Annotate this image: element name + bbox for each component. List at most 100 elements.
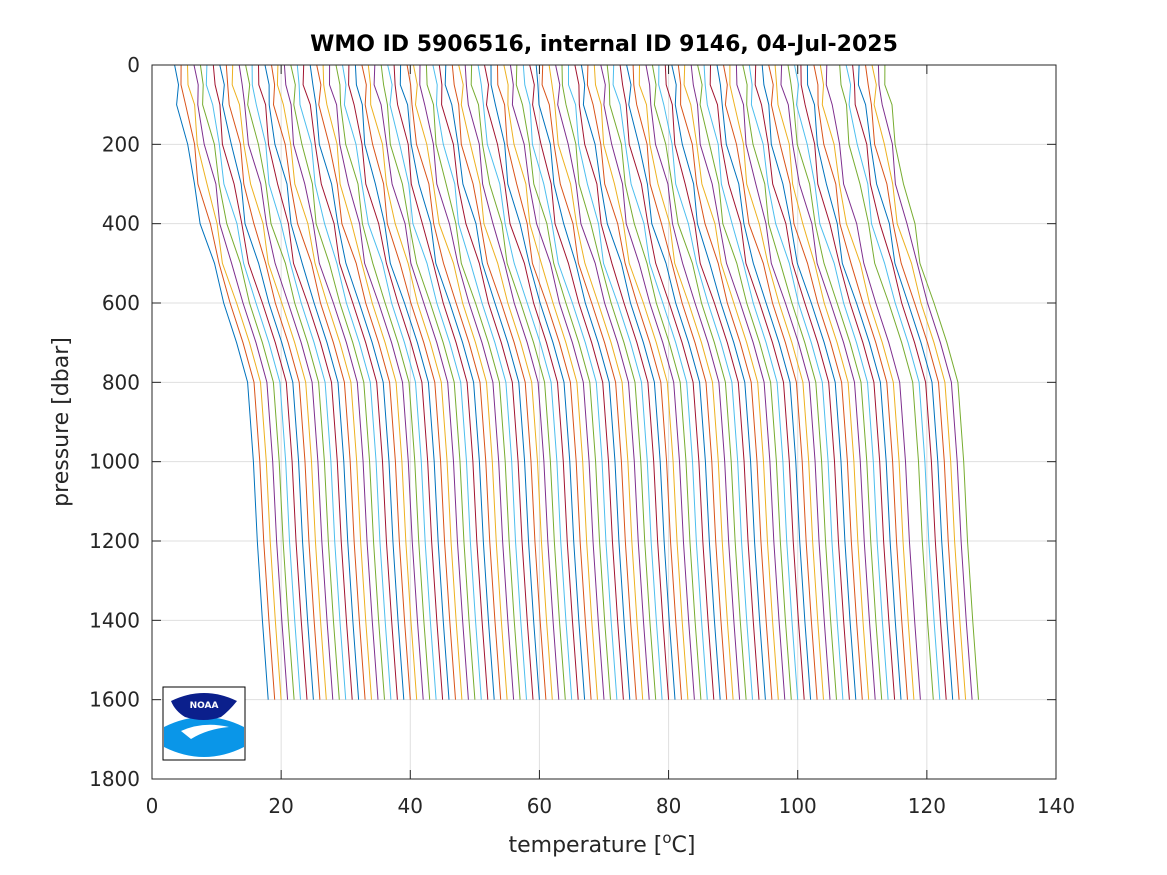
y-tick-label: 1800 — [89, 767, 140, 791]
y-tick-label: 1200 — [89, 529, 140, 553]
profile-line — [413, 64, 508, 700]
profile-line — [645, 64, 741, 700]
profile-line — [205, 64, 301, 700]
profile-line — [780, 64, 876, 700]
profile-lines — [174, 64, 979, 700]
profile-line — [857, 64, 954, 700]
profile-line — [425, 64, 521, 700]
profile-line — [568, 65, 663, 700]
profile-line — [794, 64, 889, 700]
profile-line — [606, 64, 702, 700]
profile-line — [199, 64, 295, 700]
logo-text: NOAA — [190, 701, 219, 711]
profile-line — [541, 64, 637, 700]
profile-line — [470, 64, 566, 700]
profile-line — [276, 64, 372, 700]
profile-line — [309, 64, 405, 700]
x-axis-label-text: temperature [ — [508, 833, 662, 858]
x-tick-label: 120 — [908, 794, 946, 818]
profile-line — [490, 64, 586, 700]
profile-line — [703, 64, 799, 700]
profile-line — [671, 64, 766, 700]
profile-line — [626, 64, 721, 700]
x-tick-label: 20 — [268, 794, 293, 818]
profile-line — [193, 64, 289, 700]
profile-line — [586, 64, 682, 700]
profile-line — [800, 64, 896, 700]
profile-line — [367, 64, 463, 700]
profile-line — [529, 64, 624, 700]
profile-line — [380, 64, 476, 700]
profile-line — [825, 64, 921, 700]
profile-line — [697, 64, 792, 700]
profile-line — [690, 64, 786, 700]
y-tick-label: 1000 — [89, 450, 140, 474]
x-tick-label: 140 — [1037, 794, 1075, 818]
profile-line — [302, 64, 398, 700]
profile-line — [451, 64, 547, 700]
profile-line — [522, 64, 618, 700]
profile-line — [845, 64, 941, 700]
profile-line — [742, 64, 837, 700]
profile-line — [264, 64, 360, 700]
profile-line — [231, 64, 327, 700]
y-tick-label: 0 — [127, 53, 140, 77]
chart-title: WMO ID 5906516, internal ID 9146, 04-Jul… — [310, 32, 898, 57]
profile-line — [723, 64, 818, 700]
plot-frame — [151, 64, 1057, 780]
profile-line — [432, 64, 527, 700]
profile-line — [787, 64, 883, 700]
axis-ticks: 0 20 40 60 80 100 120 1400200400600800100012001… — [89, 53, 1075, 818]
profile-line — [813, 64, 908, 700]
profile-line — [464, 64, 560, 700]
x-axis-label: temperature [oC] — [508, 829, 695, 858]
profile-line — [877, 64, 973, 700]
profile-line — [497, 64, 592, 700]
logo-upper-dome — [171, 693, 237, 720]
profile-line — [651, 64, 747, 700]
profile-line — [735, 64, 831, 700]
profile-line — [399, 64, 495, 700]
y-tick-label: 400 — [102, 212, 140, 236]
profile-line — [555, 64, 650, 700]
profile-line — [548, 64, 644, 700]
profile-line — [187, 64, 282, 700]
noaa-logo: NOAA — [162, 686, 246, 761]
profile-line — [503, 64, 598, 700]
profile-line — [664, 64, 760, 700]
profile-line — [458, 64, 553, 700]
profile-line — [354, 64, 450, 700]
profile-line — [709, 64, 805, 700]
x-axis-label-unit: C] — [672, 833, 696, 858]
profile-line — [658, 64, 753, 700]
profile-line — [600, 64, 695, 700]
profile-line — [283, 64, 379, 700]
x-axis-label-degree: o — [662, 829, 671, 847]
profile-line — [761, 64, 857, 700]
profile-line — [852, 64, 947, 700]
profile-line — [174, 64, 269, 700]
profile-line — [342, 64, 437, 700]
profile-line — [258, 64, 353, 700]
y-tick-label: 1600 — [89, 688, 140, 712]
x-tick-label: 40 — [398, 794, 423, 818]
profile-line — [748, 64, 844, 700]
profile-line — [387, 64, 482, 700]
y-tick-label: 800 — [102, 370, 140, 394]
x-tick-label: 60 — [527, 794, 552, 818]
profile-line — [271, 64, 366, 700]
profile-line — [677, 64, 773, 700]
profile-line — [716, 64, 812, 700]
profile-line — [219, 64, 314, 700]
profile-line — [561, 64, 657, 700]
profile-line — [871, 64, 967, 700]
x-tick-label: 0 — [146, 794, 159, 818]
profile-line — [632, 64, 728, 700]
profile-line — [419, 64, 515, 700]
profile-line — [444, 64, 540, 700]
profile-line — [180, 64, 276, 700]
logo-lower-wave — [164, 717, 244, 757]
y-tick-label: 1400 — [89, 608, 140, 632]
profile-line — [515, 64, 611, 700]
